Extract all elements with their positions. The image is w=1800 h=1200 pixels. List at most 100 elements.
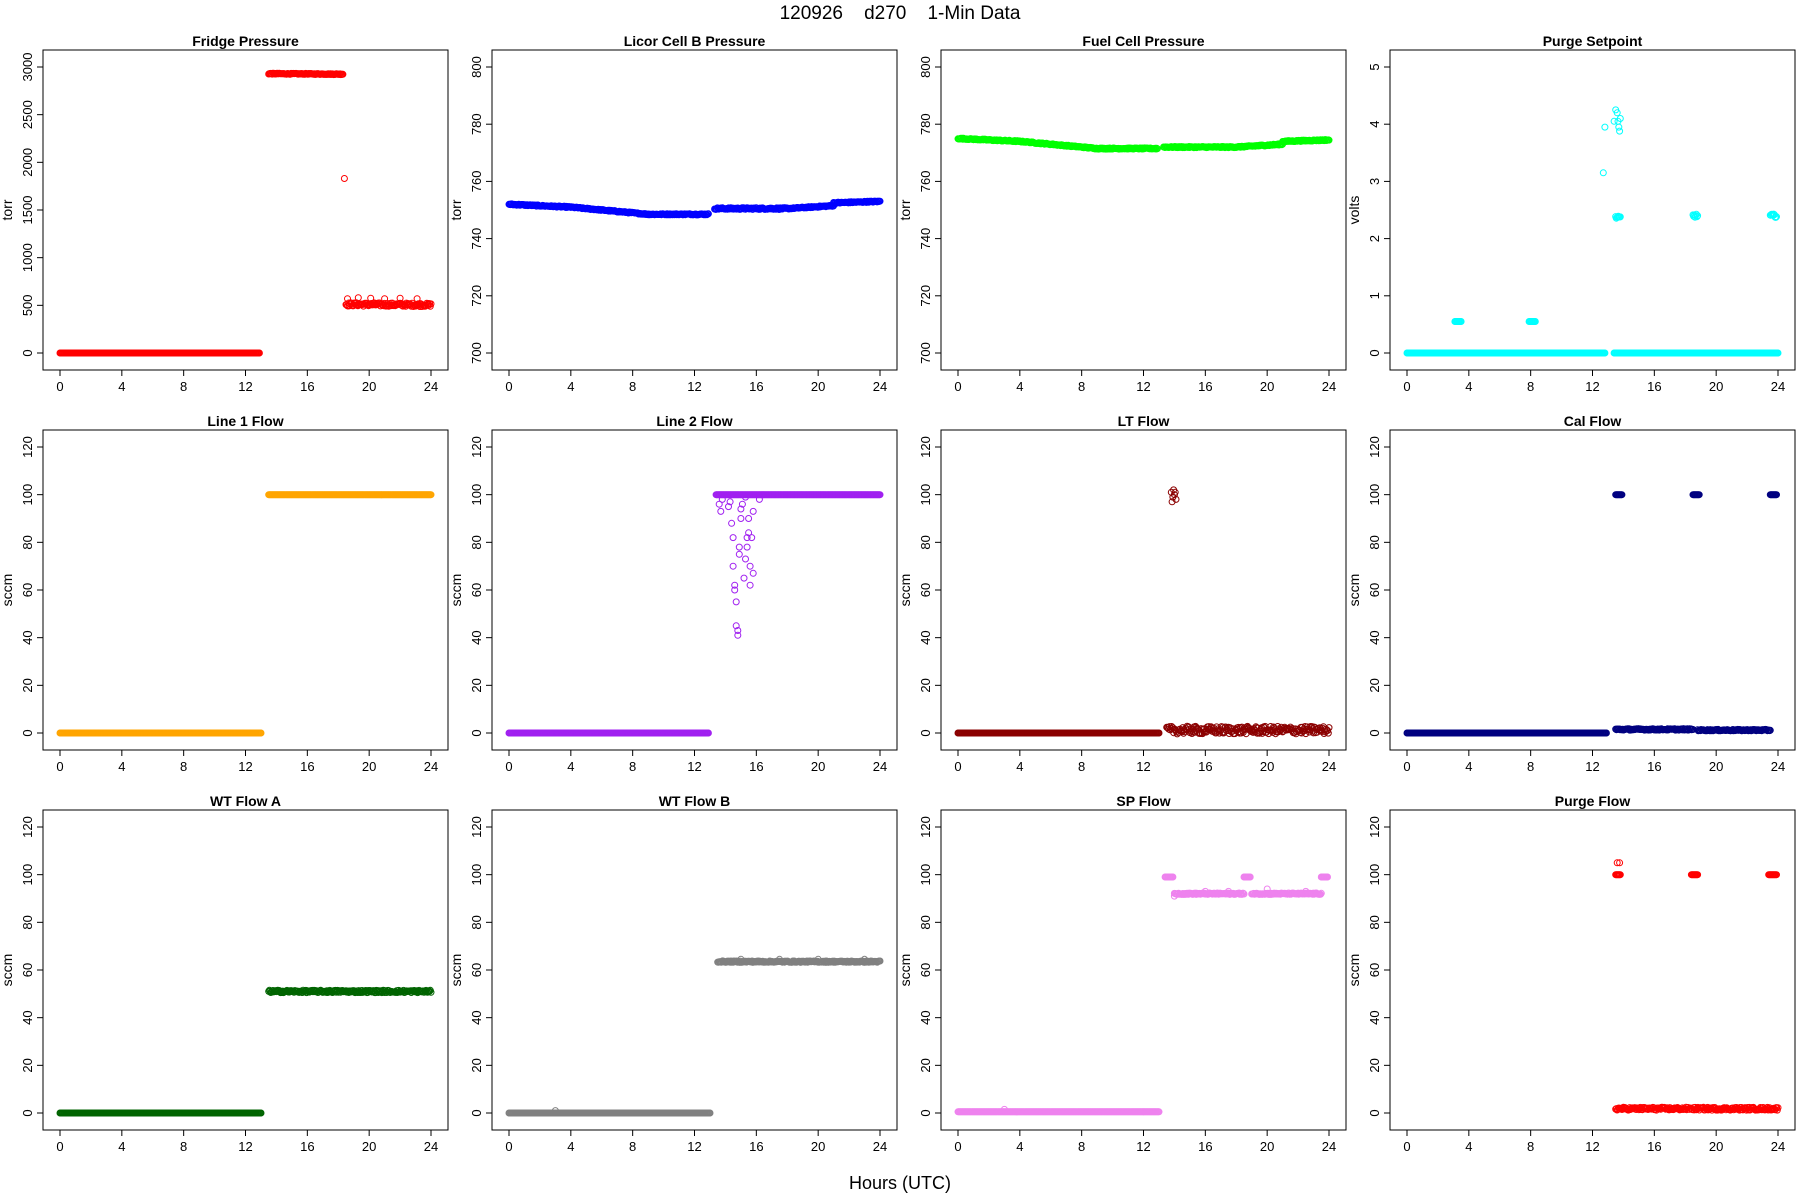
panel-title: Line 1 Flow [207, 413, 283, 429]
data-point [742, 555, 749, 563]
data-points [56, 491, 435, 737]
plot-frame [491, 429, 898, 751]
data-point [735, 550, 743, 558]
y-tick-label: 2000 [20, 148, 35, 177]
data-point [1601, 123, 1609, 131]
data-point [717, 507, 725, 515]
y-tick-label: 60 [469, 583, 484, 597]
y-tick-label: 3000 [20, 53, 35, 82]
data-point [729, 562, 737, 570]
x-tick-label: 24 [1771, 379, 1785, 394]
data-point [728, 519, 736, 527]
x-tick-label: 4 [1465, 759, 1472, 774]
y-tick-label: 80 [469, 535, 484, 549]
data-points [954, 134, 1333, 153]
y-axis-label: torr [0, 199, 15, 220]
x-tick-label: 8 [629, 379, 636, 394]
data-point [339, 70, 347, 78]
x-tick-label: 12 [238, 1139, 252, 1154]
y-tick-label: 0 [1367, 729, 1382, 736]
y-tick-label: 20 [918, 678, 933, 692]
x-tick-label: 4 [118, 759, 125, 774]
x-tick-label: 0 [954, 759, 961, 774]
x-tick-label: 8 [1527, 379, 1534, 394]
x-tick-label: 20 [362, 379, 376, 394]
x-tick-label: 0 [56, 1139, 63, 1154]
x-tick-label: 4 [567, 759, 574, 774]
y-tick-label: 20 [469, 678, 484, 692]
x-tick-label: 0 [1403, 759, 1410, 774]
y-tick-label: 20 [20, 1058, 35, 1072]
x-tick-label: 8 [629, 759, 636, 774]
y-tick-label: 1 [1367, 292, 1382, 299]
y-tick-label: 720 [469, 285, 484, 307]
data-point [367, 294, 375, 302]
x-tick-label: 12 [687, 379, 701, 394]
y-tick-label: 0 [20, 1109, 35, 1116]
x-tick-label: 24 [424, 1139, 438, 1154]
x-tick-label: 16 [1647, 759, 1661, 774]
x-tick-label: 12 [687, 759, 701, 774]
y-tick-label: 120 [469, 436, 484, 458]
data-points [1403, 491, 1780, 737]
y-tick-label: 120 [1367, 436, 1382, 458]
y-tick-label: 720 [918, 285, 933, 307]
plot-frame [42, 809, 449, 1131]
data-point [340, 175, 348, 182]
x-tick-label: 16 [1198, 759, 1212, 774]
data-point [427, 300, 435, 308]
data-point [1599, 169, 1607, 177]
x-tick-label: 0 [505, 379, 512, 394]
x-tick-label: 16 [749, 759, 763, 774]
data-points [954, 486, 1333, 738]
y-tick-label: 760 [918, 171, 933, 193]
x-tick-label: 20 [1260, 759, 1274, 774]
x-tick-label: 0 [56, 379, 63, 394]
data-point [381, 295, 389, 303]
y-tick-label: 40 [1367, 630, 1382, 644]
y-tick-label: 60 [918, 583, 933, 597]
data-point [704, 210, 712, 218]
x-tick-label: 24 [873, 379, 887, 394]
data-point [749, 569, 757, 577]
y-tick-label: 80 [1367, 535, 1382, 549]
x-tick-label: 20 [362, 759, 376, 774]
y-tick-label: 100 [918, 484, 933, 506]
x-tick-label: 16 [300, 759, 314, 774]
panel-title: LT Flow [1118, 413, 1170, 429]
x-tick-label: 20 [811, 379, 825, 394]
data-points [56, 69, 435, 357]
x-tick-label: 8 [180, 759, 187, 774]
x-tick-label: 12 [238, 379, 252, 394]
x-tick-label: 20 [1709, 379, 1723, 394]
x-tick-label: 8 [180, 379, 187, 394]
x-tick-label: 16 [749, 379, 763, 394]
plot-frame [1389, 429, 1796, 751]
x-tick-label: 24 [1771, 759, 1785, 774]
y-tick-label: 60 [1367, 583, 1382, 597]
data-points [56, 986, 435, 1117]
x-tick-label: 0 [954, 379, 961, 394]
y-tick-label: 80 [918, 535, 933, 549]
x-tick-label: 4 [1016, 759, 1023, 774]
y-tick-label: 0 [1367, 349, 1382, 356]
y-tick-label: 2 [1367, 235, 1382, 242]
y-tick-label: 3 [1367, 178, 1382, 185]
data-point [413, 295, 421, 303]
y-tick-label: 500 [20, 294, 35, 316]
x-tick-label: 0 [1403, 379, 1410, 394]
x-tick-label: 24 [873, 759, 887, 774]
data-points [505, 491, 884, 737]
y-axis-label: torr [448, 199, 464, 220]
y-tick-label: 40 [469, 630, 484, 644]
y-tick-label: 0 [469, 729, 484, 736]
x-tick-label: 12 [1585, 379, 1599, 394]
y-axis-label: sccm [1346, 574, 1362, 607]
